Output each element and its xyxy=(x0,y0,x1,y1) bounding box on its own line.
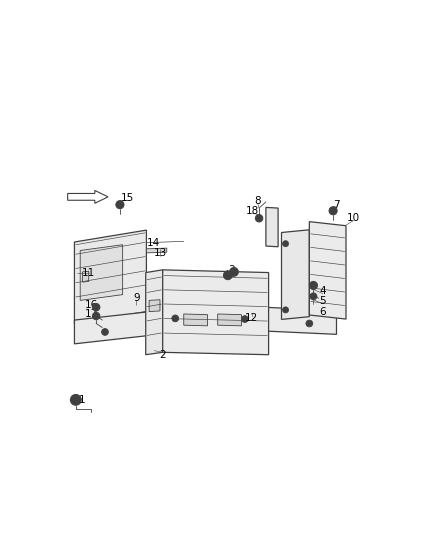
Text: 18: 18 xyxy=(246,206,259,216)
Circle shape xyxy=(73,397,79,403)
Polygon shape xyxy=(282,230,309,319)
Text: 8: 8 xyxy=(254,196,261,206)
Text: 9: 9 xyxy=(133,293,140,303)
Circle shape xyxy=(92,312,100,320)
Text: 17: 17 xyxy=(85,309,98,319)
Polygon shape xyxy=(146,270,162,354)
Polygon shape xyxy=(80,245,123,301)
Text: 16: 16 xyxy=(85,300,98,310)
Circle shape xyxy=(230,268,238,276)
Polygon shape xyxy=(74,305,336,344)
Text: 7: 7 xyxy=(333,200,340,209)
Polygon shape xyxy=(218,314,241,326)
Text: 2: 2 xyxy=(159,350,166,360)
Text: 11: 11 xyxy=(82,268,95,278)
Polygon shape xyxy=(83,271,88,282)
Text: 4: 4 xyxy=(320,286,326,296)
Circle shape xyxy=(92,303,100,311)
Circle shape xyxy=(223,271,232,280)
Circle shape xyxy=(172,315,179,322)
Circle shape xyxy=(310,293,317,300)
Text: 1: 1 xyxy=(79,395,86,405)
Text: 14: 14 xyxy=(147,238,160,248)
Circle shape xyxy=(255,214,263,222)
Circle shape xyxy=(329,207,337,215)
Text: 10: 10 xyxy=(347,213,360,223)
Text: 13: 13 xyxy=(153,248,166,258)
Polygon shape xyxy=(74,230,146,324)
Polygon shape xyxy=(266,207,278,247)
Polygon shape xyxy=(162,270,268,354)
Text: 12: 12 xyxy=(245,313,258,324)
Polygon shape xyxy=(184,314,208,326)
Text: 5: 5 xyxy=(320,296,326,306)
Circle shape xyxy=(116,200,124,209)
Text: 3: 3 xyxy=(228,265,235,275)
Text: 15: 15 xyxy=(121,193,134,203)
Circle shape xyxy=(283,241,289,247)
Circle shape xyxy=(241,316,248,322)
Text: 6: 6 xyxy=(320,306,326,317)
Polygon shape xyxy=(309,222,346,319)
Polygon shape xyxy=(146,248,167,253)
Circle shape xyxy=(102,328,108,335)
Circle shape xyxy=(71,394,81,405)
Circle shape xyxy=(283,307,289,313)
Circle shape xyxy=(306,320,313,327)
Polygon shape xyxy=(67,190,108,203)
Polygon shape xyxy=(149,300,160,312)
Circle shape xyxy=(309,281,318,289)
